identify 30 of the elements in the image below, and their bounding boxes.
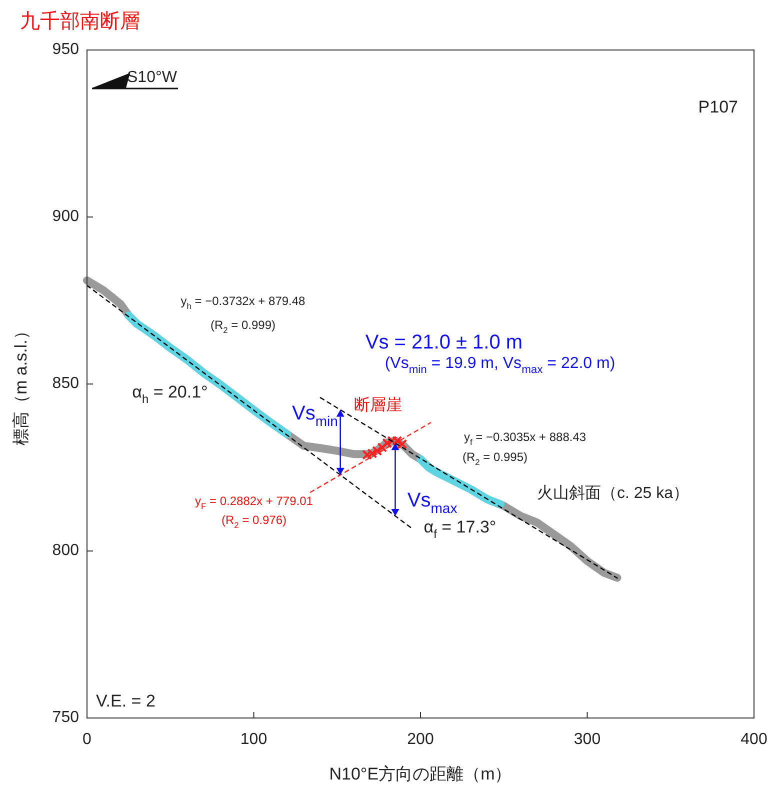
y-label: 標高（m a.s.l.）	[11, 322, 30, 446]
annotation: (R$_{2}$ = 0.999)	[210, 318, 276, 336]
annotation: P107	[698, 97, 738, 116]
x-tick: 100	[240, 731, 268, 748]
y-tick: 950	[52, 41, 79, 58]
annotation: y$_{h}$ = −0.3732x + 879.48	[180, 294, 306, 312]
y-tick: 900	[52, 208, 79, 226]
annotation: y$_{f}$ = −0.3035x + 888.43	[464, 430, 586, 448]
annotation: Vs = 21.0 ± 1.0 m	[365, 331, 523, 354]
annotation: S10°W	[127, 69, 177, 86]
annotation: (Vs$_{min}$ = 19.9 m, Vs$_{max}$ = 22.0 m)	[384, 355, 616, 376]
annotation: Vs$_{min}$	[292, 402, 338, 429]
annotation: α$_{f}$ = 17.3°	[424, 517, 496, 542]
x-tick: 400	[740, 731, 768, 748]
y-tick: 800	[52, 542, 79, 560]
x-label: N10°E方向の距離（m）	[329, 764, 512, 784]
annotation: 火山斜面（c. 25 ka）	[536, 485, 690, 502]
x-tick: 300	[574, 731, 601, 748]
annotation: 断層崖	[354, 397, 402, 414]
annotation: (R$_{2}$ = 0.976)	[221, 513, 287, 530]
annotation: α$_{h}$ = 20.1°	[132, 382, 208, 406]
annotation: y$_{F}$ = 0.2882x + 779.01	[195, 494, 313, 512]
title: 九千部南断層	[20, 10, 140, 32]
y-tick: 850	[52, 375, 79, 392]
y-tick: 750	[52, 709, 79, 726]
annotation: (R$_{2}$ = 0.995)	[462, 450, 528, 468]
annotation: V.E. = 2	[96, 691, 156, 710]
x-tick: 0	[82, 731, 92, 748]
x-tick: 200	[407, 731, 434, 748]
annotation: Vs$_{max}$	[407, 489, 458, 516]
